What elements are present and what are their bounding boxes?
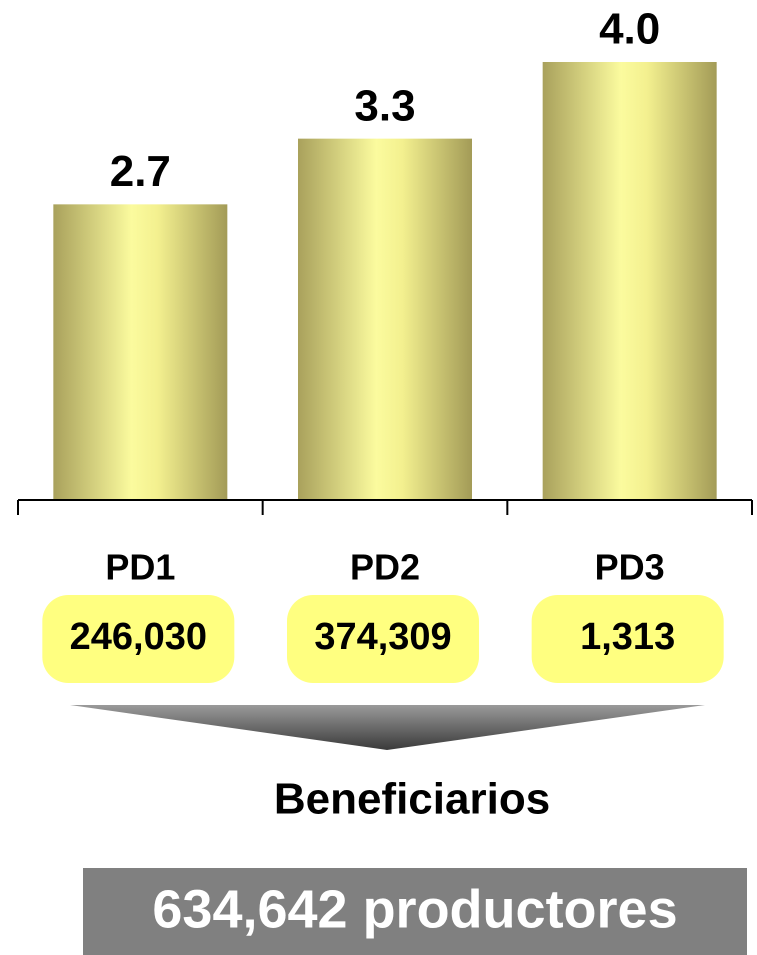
value-label: 3.3: [354, 81, 415, 130]
beneficiary-pill: [531, 595, 724, 683]
bar: [53, 204, 228, 500]
x-tick-label: PD2: [350, 547, 420, 588]
beneficiary-count: 1,313: [580, 616, 675, 658]
beneficiary-pill: [42, 595, 235, 683]
x-tick-label: PD1: [105, 547, 175, 588]
beneficiary-count: 246,030: [70, 616, 207, 658]
total-label: 634,642 productores: [152, 879, 677, 939]
x-tick-label: PD3: [595, 547, 665, 588]
bar: [542, 62, 717, 500]
beneficiary-count: 374,309: [314, 616, 451, 658]
bar: [298, 138, 472, 500]
value-label: 2.7: [110, 147, 171, 196]
total-box: [83, 868, 747, 955]
funnel-arrow: [70, 705, 705, 750]
value-label: 4.0: [599, 5, 660, 54]
beneficiaries-label: Beneficiarios: [274, 775, 550, 824]
beneficiary-pill: [287, 595, 479, 683]
